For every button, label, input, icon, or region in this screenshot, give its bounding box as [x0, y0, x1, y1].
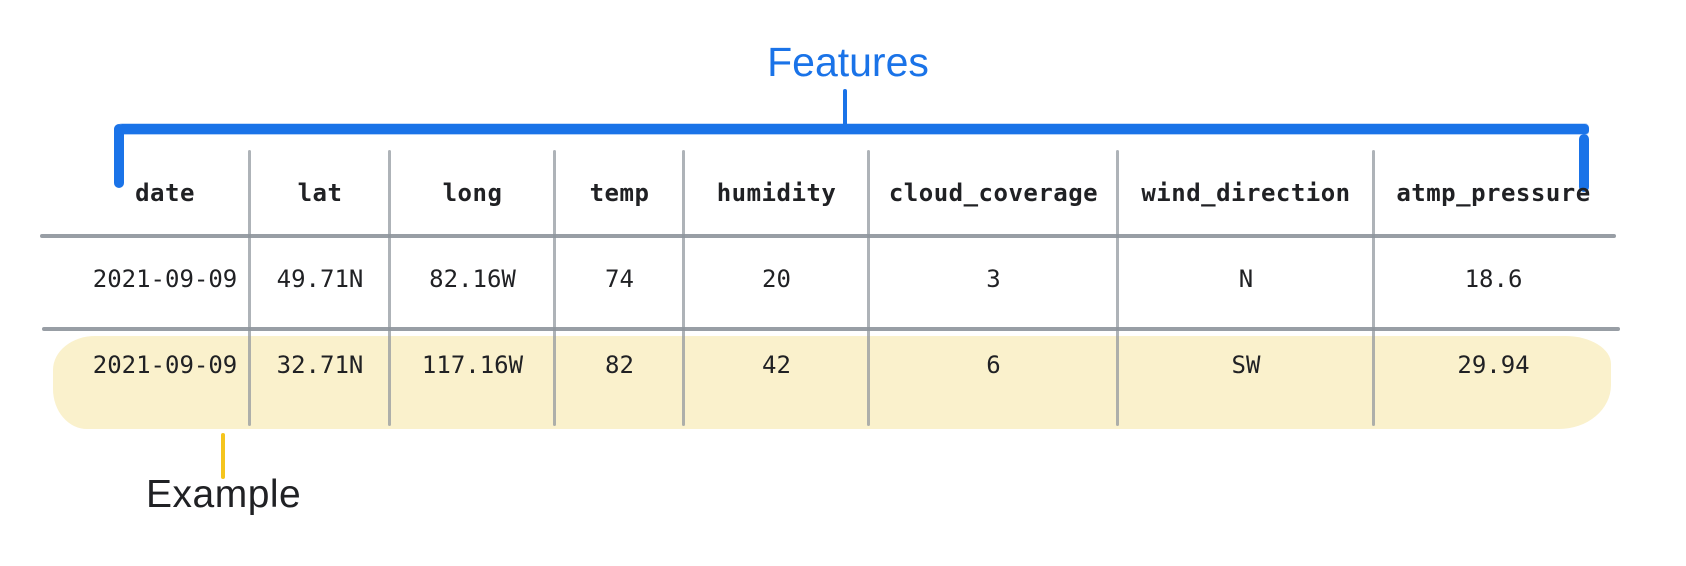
table-row: 2021-09-09 49.71N 82.16W 74 20 3 N 18.6	[80, 256, 1613, 302]
table-cell: 49.71N	[276, 265, 364, 293]
table-row-example: 2021-09-09 32.71N 117.16W 82 42 6 SW 29.…	[80, 342, 1613, 388]
column-header-atmp-pressure: atmp_pressure	[1396, 179, 1591, 207]
table-cell: 6	[986, 351, 1001, 379]
column-header-humidity: humidity	[716, 179, 837, 207]
table-cell: 29.94	[1457, 351, 1530, 379]
example-row-highlight	[53, 336, 1611, 429]
table-cell: N	[1238, 265, 1254, 293]
table-cell: SW	[1231, 351, 1261, 379]
features-annotation-label: Features	[767, 39, 929, 85]
features-connector-line	[843, 89, 847, 127]
column-divider	[248, 150, 251, 426]
column-header-wind-direction: wind_direction	[1141, 179, 1351, 207]
table-cell: 20	[762, 265, 791, 293]
table-cell: 3	[986, 265, 1001, 293]
features-bracket-left-tick	[114, 124, 124, 188]
column-header-lat: lat	[297, 179, 343, 207]
column-header-cloud-coverage: cloud_coverage	[888, 179, 1099, 207]
column-divider	[1116, 150, 1119, 426]
table-cell: 32.71N	[276, 351, 364, 379]
table-cell: 42	[762, 351, 791, 379]
column-header-long: long	[442, 179, 503, 207]
column-divider	[388, 150, 391, 426]
column-divider	[867, 150, 870, 426]
table-cell: 2021-09-09	[92, 265, 238, 293]
table-header-row: date lat long temp humidity cloud_covera…	[80, 170, 1613, 216]
example-connector-line	[221, 433, 225, 479]
table-cell: 2021-09-09	[92, 351, 238, 379]
table-cell: 82	[605, 351, 634, 379]
header-rule-line	[40, 234, 1616, 238]
column-divider	[682, 150, 685, 426]
example-annotation-label: Example	[146, 473, 302, 516]
table-cell: 82.16W	[429, 265, 516, 293]
features-bracket-right-tick	[1579, 134, 1589, 192]
column-header-temp: temp	[589, 179, 650, 207]
column-header-date: date	[135, 179, 195, 207]
features-bracket-bar	[117, 124, 1589, 134]
column-divider	[553, 150, 556, 426]
table-cell: 74	[605, 265, 634, 293]
column-divider	[1372, 150, 1375, 426]
table-cell: 18.6	[1464, 265, 1523, 293]
table-cell: 117.16W	[421, 351, 524, 379]
row-rule-line	[42, 327, 1620, 331]
